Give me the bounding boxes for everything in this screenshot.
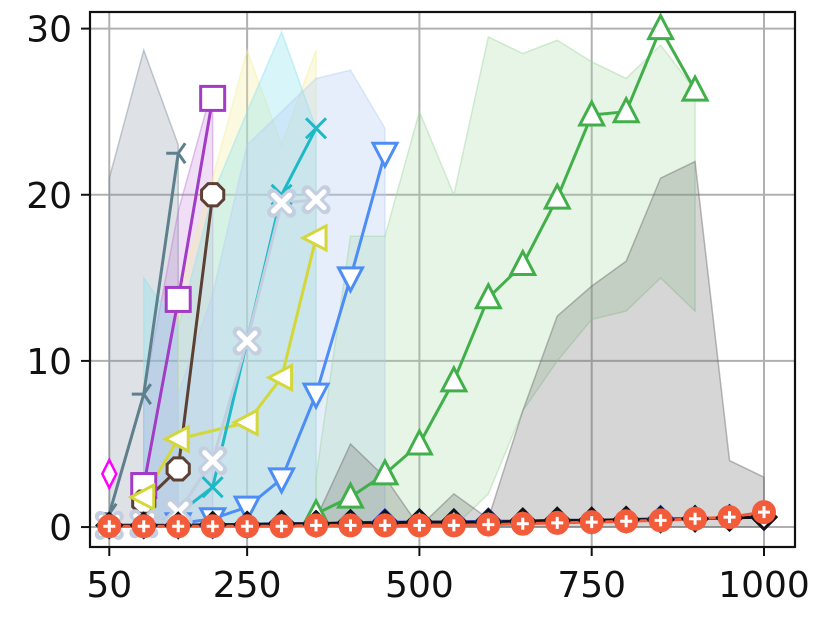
data-point — [137, 520, 150, 533]
data-point — [241, 520, 254, 533]
data-point — [757, 506, 770, 519]
data-point — [100, 457, 118, 491]
data-point — [310, 519, 323, 532]
data-point — [447, 519, 460, 532]
data-point — [473, 281, 503, 310]
data-point — [585, 516, 598, 529]
data-point — [508, 248, 538, 277]
data-point — [305, 189, 327, 211]
data-point — [689, 512, 702, 525]
data-point — [336, 266, 365, 295]
y-tick-label: 20 — [26, 176, 72, 217]
data-point — [265, 363, 294, 393]
y-tick-label: 10 — [26, 342, 72, 383]
data-point — [336, 480, 365, 509]
series-markers — [94, 12, 779, 540]
data-point — [201, 476, 224, 499]
y-tick-label: 30 — [26, 10, 72, 51]
data-point — [164, 285, 192, 313]
data-point — [378, 519, 391, 532]
x-tick-label: 1000 — [718, 565, 810, 606]
data-point — [654, 514, 667, 527]
data-point — [166, 142, 187, 165]
x-tick-label: 50 — [86, 565, 132, 606]
y-tick-label: 0 — [49, 508, 72, 549]
axis-ticks: 50 250 500 750 1000 0 10 20 30 — [26, 10, 810, 606]
data-point — [202, 450, 224, 472]
data-point — [304, 117, 328, 140]
data-point — [127, 482, 156, 512]
data-point — [271, 192, 293, 214]
data-point — [230, 407, 259, 437]
data-point — [413, 519, 426, 532]
data-point — [165, 456, 191, 482]
data-point — [275, 520, 288, 533]
data-point — [370, 457, 400, 486]
data-point — [516, 517, 529, 530]
data-point — [723, 511, 736, 524]
data-point — [620, 515, 633, 528]
data-point — [370, 141, 400, 170]
x-tick-label: 250 — [213, 565, 282, 606]
data-point — [267, 467, 297, 496]
data-point — [404, 427, 434, 456]
data-point — [611, 95, 641, 124]
data-point — [199, 84, 227, 112]
data-point — [482, 518, 495, 531]
data-point — [551, 516, 564, 529]
x-tick-label: 500 — [385, 565, 454, 606]
data-point — [161, 424, 190, 454]
data-point — [680, 73, 710, 102]
data-point — [301, 382, 331, 411]
data-point — [542, 181, 572, 210]
data-point — [344, 519, 357, 532]
data-point — [439, 364, 469, 393]
data-point — [103, 520, 116, 533]
data-point — [236, 330, 258, 352]
data-point — [299, 223, 328, 253]
data-point — [206, 520, 219, 533]
data-point — [232, 495, 262, 524]
data-point — [172, 520, 185, 533]
plot-frame — [88, 10, 797, 549]
x-tick-label: 750 — [557, 565, 626, 606]
data-point — [577, 98, 607, 127]
data-point — [646, 12, 676, 41]
data-point — [131, 383, 152, 406]
data-point — [200, 182, 226, 208]
